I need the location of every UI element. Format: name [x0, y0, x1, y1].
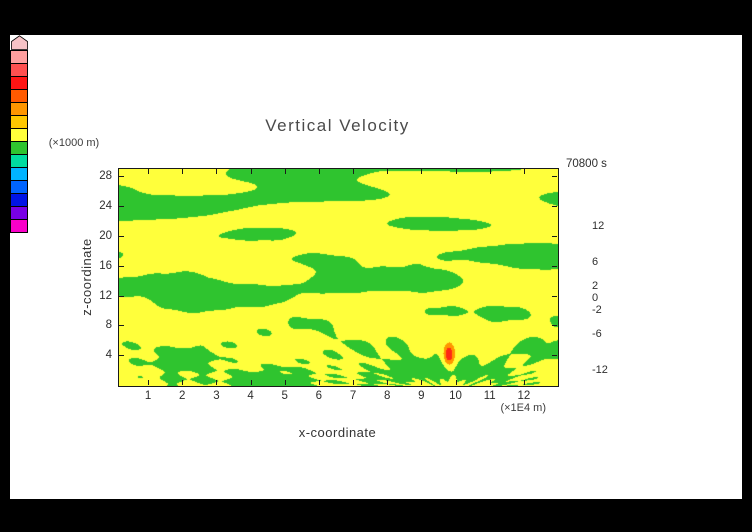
x-tick-mark-top: [455, 169, 457, 174]
colorbar-segment: [10, 206, 28, 219]
x-tick-mark-top: [216, 169, 218, 174]
x-tick-mark-top: [148, 169, 150, 174]
y-tick-label: 16: [99, 259, 112, 272]
x-tick-mark-bottom: [455, 380, 457, 385]
x-tick-label: 11: [483, 390, 496, 402]
x-tick-label: 1: [144, 390, 152, 402]
x-tick-mark-bottom: [216, 380, 218, 385]
x-tick-mark-bottom: [284, 380, 286, 385]
x-tick-mark-bottom: [489, 380, 491, 385]
x-tick-label: 5: [281, 390, 288, 402]
x-tick-mark-top: [523, 169, 525, 174]
x-tick-mark-top: [284, 169, 286, 174]
colorbar-segment: [10, 51, 28, 63]
x-tick-label: 10: [449, 390, 462, 402]
y-tick-mark-left: [119, 325, 124, 327]
x-tick-label: 9: [418, 390, 425, 402]
colorbar-segment: [10, 219, 28, 232]
x-tick-mark-top: [250, 169, 252, 174]
y-tick-label: 28: [99, 170, 112, 183]
x-tick-mark-top: [318, 169, 320, 174]
x-tick-mark-top: [387, 169, 389, 174]
plot-area: [118, 168, 559, 387]
colorbar-segment: [10, 89, 28, 102]
colorbar-segment: [10, 141, 28, 154]
y-tick-mark-left: [119, 235, 124, 237]
y-tick-mark-left: [119, 355, 124, 357]
y-tick-mark-right: [552, 295, 557, 297]
y-tick-mark-left: [119, 265, 124, 267]
colorbar-segment: [10, 76, 28, 89]
x-tick-label: 2: [179, 390, 186, 402]
x-tick-mark-bottom: [250, 380, 252, 385]
x-tick-label: 8: [384, 390, 391, 402]
colorbar-level-label: -6: [592, 328, 602, 340]
x-tick-label: 7: [349, 390, 357, 402]
x-tick-label: 6: [315, 390, 323, 402]
y-tick-mark-right: [552, 325, 557, 327]
x-tick-mark-bottom: [318, 380, 320, 385]
field-canvas: [119, 169, 558, 386]
y-tick-mark-right: [552, 265, 557, 267]
y-axis-label: z-coordinate: [79, 238, 94, 316]
y-tick-mark-right: [552, 176, 557, 178]
plot-title: Vertical Velocity: [265, 116, 410, 135]
timestamp-label: 70800 s: [566, 158, 607, 170]
x-tick-mark-top: [353, 169, 355, 174]
colorbar-level-label: 12: [592, 220, 605, 232]
x-tick-label: 4: [247, 390, 254, 402]
y-tick-mark-left: [119, 295, 124, 297]
y-tick-label: 8: [105, 319, 112, 332]
colorbar-level-label: -2: [592, 304, 602, 316]
colorbar-level-label: 2: [592, 280, 599, 292]
x-tick-mark-bottom: [182, 380, 184, 385]
x-tick-label: 3: [213, 390, 220, 402]
colorbar-arrow: [10, 35, 29, 50]
x-tick-mark-bottom: [387, 380, 389, 385]
x-tick-label: 12: [517, 390, 531, 402]
colorbar-segment: [10, 115, 28, 128]
plot-page: Vertical Velocity (×1000 m) 70800 s (×1E…: [10, 35, 742, 499]
x-tick-mark-bottom: [421, 380, 423, 385]
colorbar-segment: [10, 193, 28, 206]
y-axis-unit-label: (×1000 m): [48, 137, 100, 149]
y-tick-label: 24: [99, 200, 112, 213]
colorbar-level-label: -12: [592, 364, 608, 376]
y-tick-mark-right: [552, 206, 557, 208]
y-tick-mark-left: [119, 176, 124, 178]
colorbar-segment: [10, 167, 28, 180]
x-tick-mark-top: [421, 169, 423, 174]
colorbar-level-label: 0: [592, 292, 599, 304]
colorbar: [10, 50, 28, 233]
x-tick-mark-top: [489, 169, 491, 174]
y-tick-mark-left: [119, 206, 124, 208]
x-tick-mark-bottom: [148, 380, 150, 385]
x-axis-label: x-coordinate: [298, 425, 377, 440]
y-tick-mark-right: [552, 235, 557, 237]
y-tick-mark-right: [552, 355, 557, 357]
y-tick-label: 4: [105, 349, 112, 362]
colorbar-level-label: 6: [592, 256, 599, 268]
x-axis-unit-label: (×1E4 m): [500, 402, 546, 414]
colorbar-segment: [10, 180, 28, 193]
colorbar-segment: [10, 102, 28, 115]
y-tick-label: 20: [99, 229, 112, 242]
x-tick-mark-top: [182, 169, 184, 174]
colorbar-segment: [10, 154, 28, 167]
colorbar-segment: [10, 128, 28, 141]
x-tick-mark-bottom: [523, 380, 525, 385]
x-tick-mark-bottom: [353, 380, 355, 385]
y-tick-label: 12: [99, 289, 112, 302]
colorbar-segment: [10, 63, 28, 76]
